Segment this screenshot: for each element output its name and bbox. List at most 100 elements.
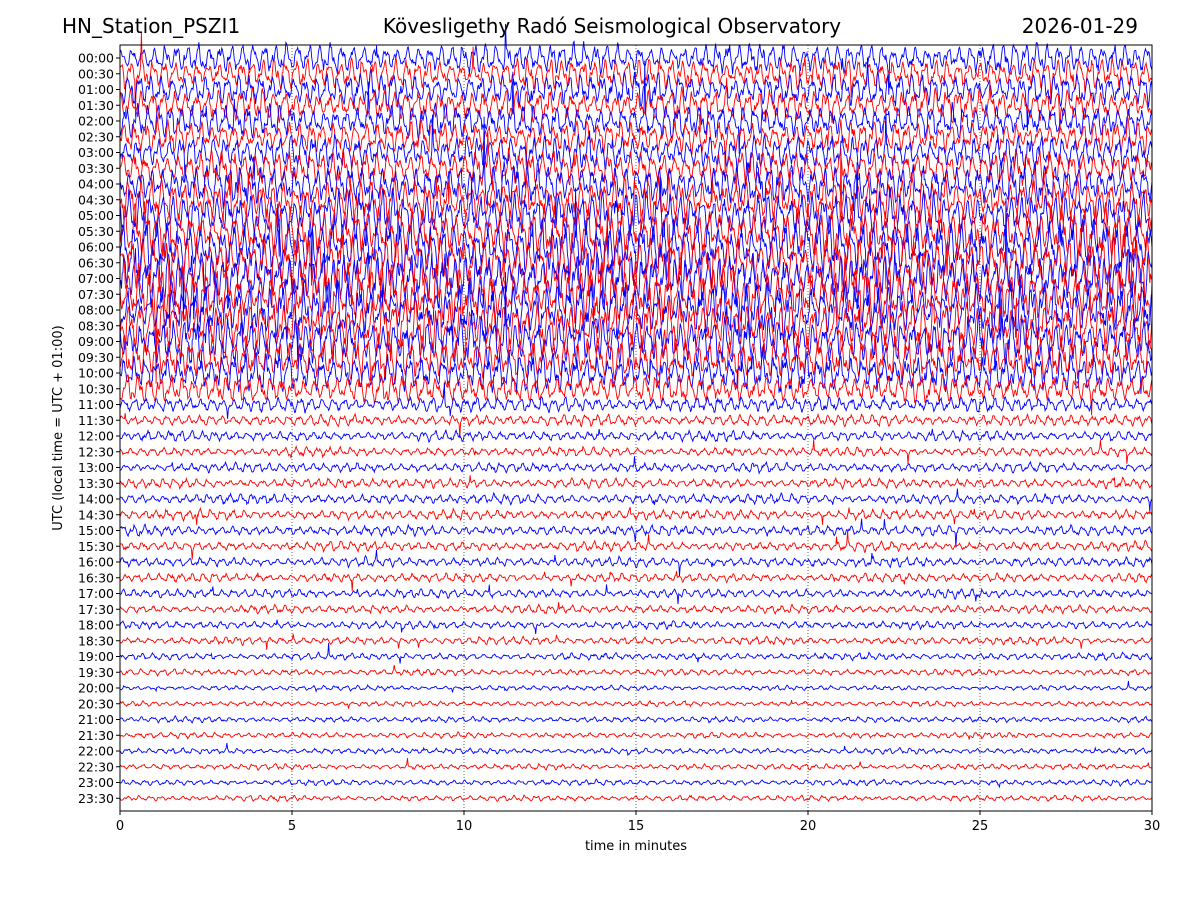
trace-1830 bbox=[119, 633, 1153, 650]
trace-1730 bbox=[119, 602, 1153, 615]
trace-1330 bbox=[119, 475, 1153, 491]
y-tick-label: 21:00 bbox=[78, 712, 114, 727]
y-tick-label: 19:30 bbox=[78, 665, 114, 680]
trace-0100 bbox=[119, 57, 1153, 132]
y-tick-label: 16:30 bbox=[78, 570, 114, 585]
y-tick-label: 16:00 bbox=[78, 555, 114, 570]
trace-1900 bbox=[119, 642, 1153, 664]
y-tick-label: 11:00 bbox=[78, 397, 114, 412]
trace-2130 bbox=[120, 731, 1153, 740]
y-tick-label: 04:00 bbox=[78, 177, 114, 192]
y-tick-label: 07:00 bbox=[78, 271, 114, 286]
y-tick-label: 18:30 bbox=[78, 633, 114, 648]
x-tick-label: 20 bbox=[800, 819, 817, 834]
y-tick-label: 12:30 bbox=[78, 444, 114, 459]
y-tick-label: 04:30 bbox=[78, 192, 114, 207]
trace-0130 bbox=[119, 77, 1153, 134]
y-tick-label: 10:30 bbox=[78, 381, 114, 396]
y-tick-label: 10:00 bbox=[78, 366, 114, 381]
x-axis-label: time in minutes bbox=[585, 839, 687, 854]
trace-0200 bbox=[119, 60, 1153, 154]
y-tick-label: 09:00 bbox=[78, 334, 114, 349]
y-tick-label: 09:30 bbox=[78, 350, 114, 365]
trace-0300 bbox=[119, 109, 1153, 181]
y-tick-label: 00:30 bbox=[78, 66, 114, 81]
y-tick-label: 18:00 bbox=[78, 618, 114, 633]
y-tick-label: 06:00 bbox=[78, 240, 114, 255]
trace-1930 bbox=[119, 664, 1153, 677]
y-tick-label: 12:00 bbox=[78, 429, 114, 444]
station-name: HN_Station_PSZI1 bbox=[62, 14, 241, 38]
trace-1030 bbox=[119, 370, 1153, 416]
y-tick-label: 07:30 bbox=[78, 287, 114, 302]
seismogram-traces bbox=[119, 23, 1153, 803]
y-tick-label: 22:30 bbox=[78, 759, 114, 774]
trace-1800 bbox=[119, 619, 1153, 634]
y-tick-label: 20:00 bbox=[78, 681, 114, 696]
y-tick-label: 03:30 bbox=[78, 161, 114, 176]
trace-0500 bbox=[119, 162, 1153, 286]
trace-1630 bbox=[119, 571, 1153, 592]
y-tick-label: 13:30 bbox=[78, 476, 114, 491]
trace-1300 bbox=[119, 456, 1153, 475]
trace-1530 bbox=[119, 529, 1153, 560]
trace-0900 bbox=[119, 271, 1153, 372]
y-tick-label: 05:00 bbox=[78, 208, 114, 223]
y-axis: 00:0000:3001:0001:3002:0002:3003:0003:30… bbox=[78, 51, 120, 806]
y-tick-label: 17:00 bbox=[78, 586, 114, 601]
trace-0400 bbox=[119, 116, 1153, 226]
trace-2230 bbox=[119, 758, 1153, 771]
trace-1400 bbox=[119, 488, 1153, 512]
y-tick-label: 08:00 bbox=[78, 303, 114, 318]
y-tick-label: 15:30 bbox=[78, 539, 114, 554]
x-tick-label: 5 bbox=[288, 819, 296, 834]
trace-2000 bbox=[119, 680, 1153, 693]
y-tick-label: 06:30 bbox=[78, 255, 114, 270]
x-tick-label: 10 bbox=[456, 819, 473, 834]
y-tick-label: 03:00 bbox=[78, 145, 114, 160]
trace-2030 bbox=[119, 699, 1153, 709]
x-tick-label: 30 bbox=[1144, 819, 1161, 834]
trace-1200 bbox=[119, 428, 1153, 444]
trace-0930 bbox=[119, 330, 1153, 390]
trace-0730 bbox=[119, 224, 1153, 384]
trace-1500 bbox=[119, 518, 1153, 548]
trace-2200 bbox=[119, 742, 1153, 757]
trace-1100 bbox=[119, 382, 1153, 419]
y-tick-label: 00:00 bbox=[78, 51, 114, 66]
y-tick-label: 14:30 bbox=[78, 507, 114, 522]
y-tick-label: 05:30 bbox=[78, 224, 114, 239]
y-axis-label: UTC (local time = UTC + 01:00) bbox=[51, 325, 66, 530]
y-tick-label: 02:30 bbox=[78, 129, 114, 144]
y-tick-label: 11:30 bbox=[78, 413, 114, 428]
chart-date: 2026-01-29 bbox=[1021, 14, 1138, 38]
x-tick-label: 15 bbox=[628, 819, 645, 834]
y-tick-label: 20:30 bbox=[78, 696, 114, 711]
trace-2330 bbox=[119, 794, 1153, 803]
y-tick-label: 14:00 bbox=[78, 492, 114, 507]
y-tick-label: 08:30 bbox=[78, 318, 114, 333]
trace-0430 bbox=[119, 172, 1153, 226]
y-tick-label: 23:00 bbox=[78, 775, 114, 790]
trace-0830 bbox=[119, 298, 1153, 355]
y-tick-label: 23:30 bbox=[78, 791, 114, 806]
trace-2300 bbox=[119, 778, 1153, 789]
trace-0700 bbox=[119, 198, 1153, 332]
y-tick-label: 15:00 bbox=[78, 523, 114, 538]
y-tick-label: 19:00 bbox=[78, 649, 114, 664]
trace-1700 bbox=[119, 584, 1153, 605]
y-tick-label: 21:30 bbox=[78, 728, 114, 743]
trace-1600 bbox=[119, 549, 1153, 577]
y-tick-label: 01:00 bbox=[78, 82, 114, 97]
y-tick-label: 02:00 bbox=[78, 114, 114, 129]
trace-1430 bbox=[119, 506, 1153, 525]
trace-0000 bbox=[119, 23, 1153, 95]
trace-1130 bbox=[119, 412, 1153, 439]
y-tick-label: 13:00 bbox=[78, 460, 114, 475]
trace-0030 bbox=[119, 32, 1153, 117]
trace-0800 bbox=[119, 278, 1153, 362]
x-tick-label: 0 bbox=[116, 819, 124, 834]
chart-title: Kövesligethy Radó Seismological Observat… bbox=[382, 14, 842, 38]
y-tick-label: 01:30 bbox=[78, 98, 114, 113]
x-axis: 0 5 10 15 20 25 30 bbox=[116, 811, 1160, 834]
